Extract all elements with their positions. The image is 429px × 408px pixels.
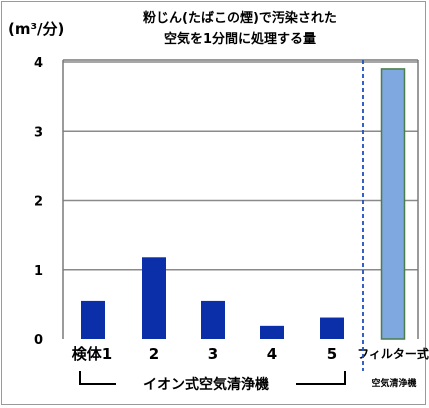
bar-4: [260, 325, 284, 339]
x-axis-labels: 検体1 2 3 4 5 フィルター式: [72, 345, 429, 363]
bar-1: [81, 300, 105, 339]
chart-title-line2: 空気を1分間に処理する量: [164, 31, 316, 47]
x-category-label: フィルター式: [357, 346, 429, 361]
y-tick-label: 2: [34, 195, 43, 210]
y-tick-label: 3: [34, 125, 43, 140]
x-category-label: 3: [208, 345, 218, 363]
bar-6: [380, 68, 406, 340]
y-axis-unit-label: (m³/分): [8, 20, 64, 38]
chart-title-line1: 粉じん(たばこの煙)で汚染された: [143, 10, 337, 26]
bar-3: [201, 300, 225, 339]
ion-group-bracket: [79, 371, 346, 385]
x-category-label: 5: [327, 345, 337, 363]
bar-5: [320, 317, 344, 339]
x-category-label: 2: [149, 345, 159, 363]
x-category-label: 4: [267, 345, 277, 363]
y-tick-label: 4: [34, 56, 43, 71]
bars: [81, 68, 406, 340]
x-category-label: 検体1: [72, 345, 112, 363]
bar-2: [142, 257, 166, 339]
ion-group-label: イオン式空気清浄機: [143, 376, 269, 393]
y-tick-label: 1: [34, 264, 43, 279]
y-axis-ticks: 0 1 2 3 4: [34, 56, 43, 348]
filter-group-label: 空気清浄機: [371, 377, 416, 389]
grid-lines: [63, 61, 418, 271]
y-tick-label: 0: [34, 333, 43, 348]
